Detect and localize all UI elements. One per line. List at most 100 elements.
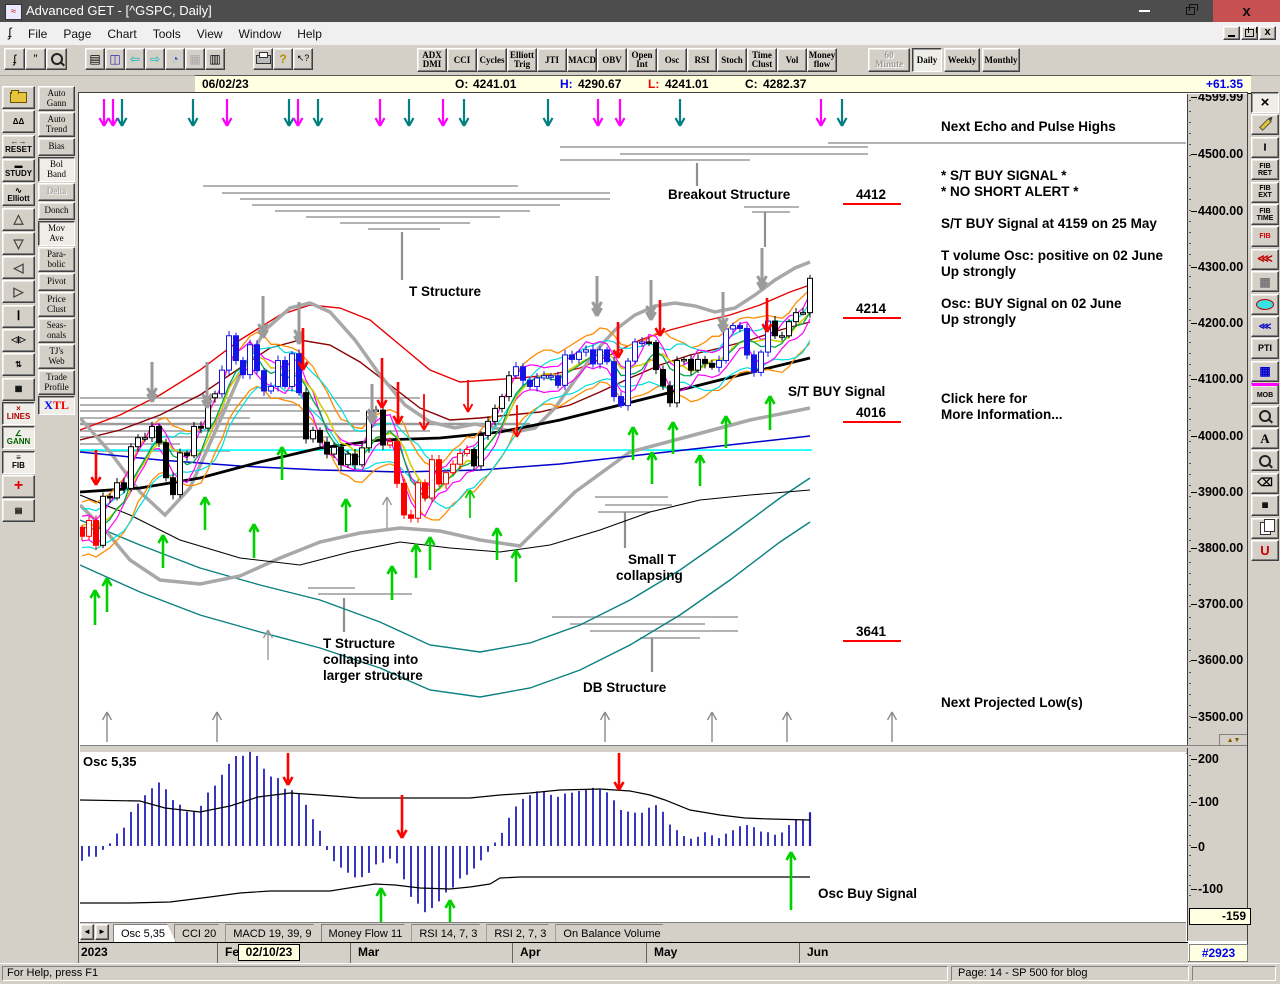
zoom-tool-icon[interactable] [1251,450,1279,472]
small-lines-icon[interactable]: ⋘ [1251,316,1279,337]
study-button-vol[interactable]: Vol [777,48,807,72]
study-button-rsi[interactable]: RSI [687,48,717,72]
study-pivot[interactable]: Pivot [38,273,75,291]
fib-time-button[interactable]: FIB TIME [1251,204,1279,225]
save-icon[interactable]: ◫ [105,48,125,70]
compress-icon[interactable]: ▕▏ [2,304,35,328]
tab-macd-19-39-9[interactable]: MACD 19, 39, 9 [225,924,322,942]
pencil-tool-icon[interactable] [1251,114,1279,136]
oscillator-chart[interactable]: Osc 5,35 Osc Buy Signal [80,748,1186,922]
study-button-jti[interactable]: JTI [537,48,567,72]
menu-chart[interactable]: Chart [107,26,137,41]
arrow-left-icon[interactable]: ◁ [2,256,35,280]
menu-help[interactable]: Help [297,26,322,41]
study-delta[interactable]: Delta [38,183,75,201]
study-button[interactable]: ▬ STUDY [2,158,35,182]
reset-button[interactable]: ←→ RESET [2,134,35,158]
arrow-right-icon[interactable]: ▷ [2,280,35,304]
pattern-tool-icon[interactable]: ▩ [1251,495,1279,517]
ellipse-tool-icon[interactable] [1251,293,1279,315]
back-icon[interactable]: ⇦ [125,48,145,70]
study-button-open-int[interactable]: Open Int [627,48,657,72]
study-bias[interactable]: Bias [38,138,75,156]
fan-tool-icon[interactable]: ⋘ [1251,248,1279,270]
tab-money-flow-11[interactable]: Money Flow 11 [321,924,414,942]
magnet-tool-icon[interactable]: U [1251,540,1279,561]
study-bol-band[interactable]: Bol Band [38,157,75,182]
study-button-stoch[interactable]: Stoch [717,48,747,72]
study-mov-ave[interactable]: Mov Ave [38,221,75,246]
search-icon[interactable] [46,48,67,70]
gann-button[interactable]: ∠ GANN [2,426,35,450]
tab-rsi-2-7-3[interactable]: RSI 2, 7, 3 [486,924,557,942]
grid-icon[interactable]: ▦ [2,377,35,401]
date-axis[interactable]: 2023 Feb Mar Apr May Jun 02/10/23 [78,942,1188,963]
minimize-button[interactable] [1121,0,1167,22]
timeframe-monthly[interactable]: Monthly [982,48,1020,72]
menu-tools[interactable]: Tools [152,26,181,41]
parallel-lines-icon[interactable]: ∥ [1251,136,1279,158]
timeframe-60[interactable]: 60 Minute [868,48,910,72]
child-restore-button[interactable] [1241,26,1258,40]
tab-scroll-right[interactable]: ► [95,924,109,940]
menu-view[interactable]: View [196,26,223,41]
lines-button[interactable]: × LINES [2,401,35,425]
grid-tool-icon[interactable]: ▦ [1251,271,1279,293]
study-seas--onals[interactable]: Seas- onals [38,318,75,343]
elliott-button[interactable]: ∿ Elliott [2,183,35,207]
search-one-icon[interactable] [1251,405,1279,427]
study-donch[interactable]: Donch [38,202,75,220]
child-minimize-button[interactable] [1223,26,1240,40]
copy-pages-icon[interactable] [1251,517,1279,539]
close-button[interactable]: x [1213,0,1280,22]
study-para--bolic[interactable]: Para- bolic [38,247,75,272]
tab-on-balance-volume[interactable]: On Balance Volume [555,924,671,942]
study-button-adx-dmi[interactable]: ADX DMI [417,48,447,72]
menu-page[interactable]: Page [63,26,92,41]
study-button-obv[interactable]: OBV [597,48,627,72]
blue-grid-icon[interactable]: ▦ [1251,360,1279,382]
study-button-macd[interactable]: MACD [567,48,597,72]
scales-icon[interactable]: ΔΔ [2,110,35,134]
grid-off-icon[interactable]: ▦ [185,48,205,70]
tab-osc-5-35[interactable]: Osc 5,35 [113,924,176,942]
properties-icon[interactable]: ▤ [2,499,35,523]
study-auto-trend[interactable]: Auto Trend [38,112,75,137]
menu-file[interactable]: File [28,26,48,41]
tab-rsi-14-7-3[interactable]: RSI 14, 7, 3 [411,924,488,942]
price-chart[interactable]: T Structure Breakout Structure S/T BUY Sig… [80,94,1186,745]
tab-cci-20[interactable]: CCI 20 [174,924,227,942]
study-price-clust[interactable]: Price Clust [38,292,75,317]
pti-button[interactable]: PTI [1251,338,1279,360]
chart-style-icon[interactable]: ▥ [205,48,225,70]
forward-icon[interactable]: ⇨ [145,48,165,70]
help-icon[interactable]: ? [273,48,293,70]
study-tj-s-web[interactable]: TJ's Web [38,344,75,369]
study-xtl[interactable]: X TL [38,396,75,415]
pointer-tool-icon[interactable]: ʄ [4,48,25,70]
child-close-button[interactable]: x [1259,26,1276,40]
restore-button[interactable] [1167,0,1213,22]
fib-ext-button[interactable]: FIB EXT [1251,181,1279,203]
crosshair-button[interactable]: + [2,474,35,498]
context-help-icon[interactable]: ↖? [293,48,313,70]
price-axis[interactable]: 4599.99 4500.00 4400.00 4300.00 4200.00 4100.… [1187,94,1247,748]
text-tool-icon[interactable]: A [1251,428,1279,449]
quote-tool-icon[interactable]: ” [25,48,46,70]
date-cursor-box[interactable]: 02/10/23 [238,944,300,961]
print-icon[interactable] [253,48,273,70]
compress-v-icon[interactable]: ⇅ [2,353,35,377]
new-chart-icon[interactable]: ▤ [85,48,105,70]
study-button-cycles[interactable]: Cycles [477,48,507,72]
mob-button[interactable]: MOB [1251,383,1279,405]
study-button-elliott-trig[interactable]: Elliott Trig [507,48,537,72]
tab-scroll-left[interactable]: ◄ [80,924,94,940]
fib-button[interactable]: ≡ FIB [2,450,35,474]
expand-h-icon[interactable]: ◁|▷ [2,329,35,352]
arrow-down-icon[interactable]: ▽ [2,231,35,255]
more-info-link[interactable]: More Information... [941,407,1063,422]
study-button-money-flow[interactable]: Money flow [807,48,837,72]
menu-window[interactable]: Window [238,26,282,41]
open-chart-icon[interactable] [2,86,35,109]
more-info-link[interactable]: Click here for [941,391,1028,406]
